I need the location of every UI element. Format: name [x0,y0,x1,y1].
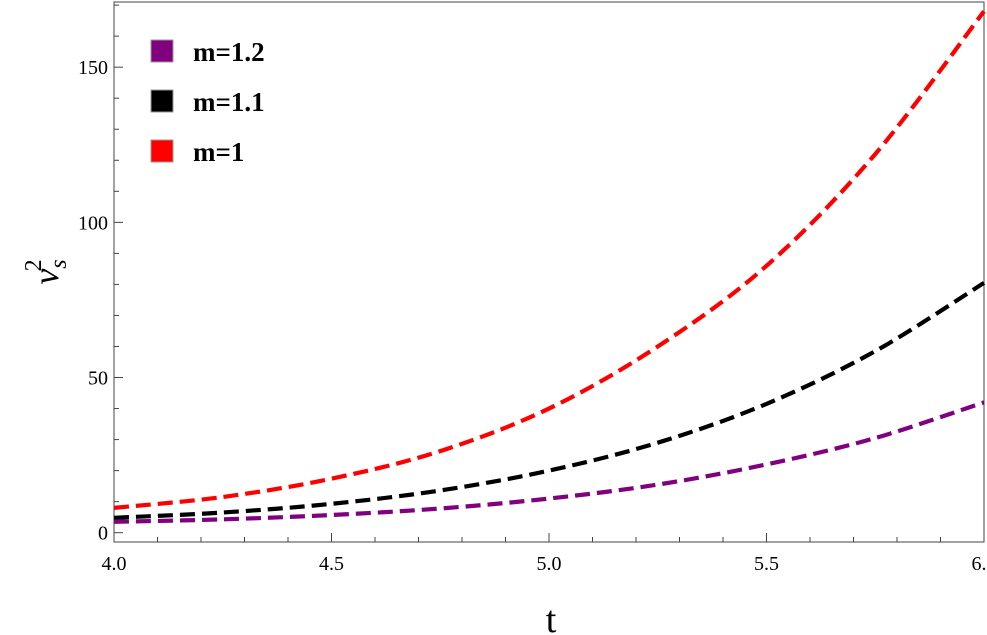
x-tick-label: 5.5 [754,553,779,575]
series-layer [113,10,986,524]
x-tick-label: 4.5 [319,553,344,575]
x-axis-ticks: 4.0 4.5 5.0 5.5 6.0 [102,533,987,575]
legend-swatch [150,89,174,113]
y-axis-ticks: 0 50 100 150 [78,4,123,545]
x-tick-label: 4.0 [102,553,127,575]
legend-label: m=1.2 [193,37,265,67]
x-tick-label: 6.0 [972,553,987,575]
series-line-2 [113,10,986,510]
legend-swatch [150,139,174,163]
series-line-0 [113,400,985,524]
legend-label: m=1.1 [193,87,265,117]
x-tick-label: 5.0 [537,553,562,575]
y-tick-label: 150 [78,57,108,79]
y-axis-title-base: v [26,269,66,285]
plot-frame [113,1,985,543]
legend-swatch [150,39,174,63]
y-tick-label: 0 [98,523,108,545]
legend: m=1.2 m=1.1 m=1 [150,37,265,167]
y-axis-title-superscript: 2 [21,259,47,271]
y-tick-label: 50 [88,368,108,390]
y-axis-title-subscript: s [46,259,72,268]
y-axis-title: vs2 [21,259,72,284]
y-tick-label: 100 [78,212,108,234]
x-axis-title: t [546,599,557,635]
legend-label: m=1 [193,137,244,167]
series-line-1 [113,281,986,520]
